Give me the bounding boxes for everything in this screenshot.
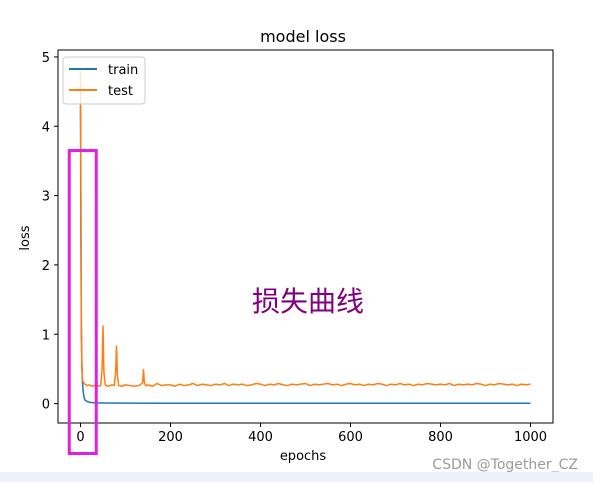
x-tick-label-200: 200 (158, 430, 183, 445)
annotation-text: 损失曲线 (252, 285, 364, 318)
y-tick-label-0: 0 (42, 398, 50, 413)
y-axis-label: loss (18, 225, 33, 250)
y-tick-label-3: 3 (42, 190, 50, 205)
x-tick-label-1000: 1000 (514, 430, 547, 445)
legend: train test (62, 56, 146, 105)
x-axis-label: epochs (280, 449, 327, 464)
chart-title: model loss (260, 27, 346, 46)
x-tick-label-600: 600 (338, 430, 363, 445)
bottom-band (0, 472, 593, 482)
series-line-train (79, 105, 531, 404)
plot-lines (79, 70, 531, 404)
y-tick-label-1: 1 (42, 328, 50, 343)
x-tick-label-800: 800 (428, 430, 453, 445)
legend-label-train: train (108, 63, 138, 78)
y-tick-label-2: 2 (42, 259, 50, 274)
legend-label-test: test (108, 84, 133, 99)
y-tick-label-5: 5 (42, 51, 50, 66)
series-line-test (79, 70, 531, 387)
x-axis-ticks: 0 200 400 600 800 1000 (76, 423, 547, 445)
y-axis-ticks: 0 1 2 3 4 5 (42, 51, 58, 413)
watermark: CSDN @Together_CZ (432, 457, 578, 473)
highlight-box (67, 149, 98, 456)
x-tick-label-400: 400 (248, 430, 273, 445)
x-tick-label-0: 0 (76, 430, 84, 445)
plot-frame (57, 49, 554, 424)
y-tick-label-4: 4 (42, 120, 50, 135)
